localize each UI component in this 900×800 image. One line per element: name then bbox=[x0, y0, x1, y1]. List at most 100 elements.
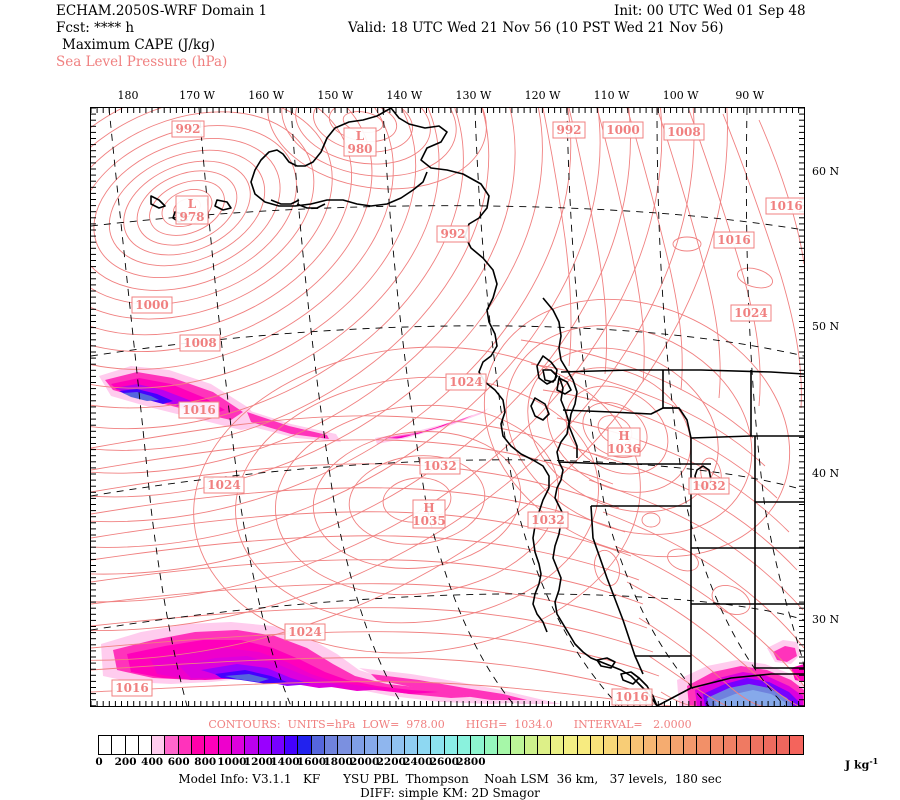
colorbar-cell bbox=[524, 736, 538, 754]
isobar-label: 1000 bbox=[602, 121, 644, 139]
colorbar-cell bbox=[750, 736, 764, 754]
field-cape-label: Maximum CAPE (J/kg) bbox=[62, 37, 216, 53]
colorbar-tick-label: 1600 bbox=[296, 756, 327, 768]
colorbar-cell bbox=[790, 736, 803, 754]
colorbar-tick-label: 2800 bbox=[456, 756, 486, 768]
colorbar-cell bbox=[657, 736, 671, 754]
colorbar-cell bbox=[644, 736, 658, 754]
colorbar-cell bbox=[138, 736, 153, 754]
colorbar-cell bbox=[630, 736, 645, 754]
svg-text:1000: 1000 bbox=[606, 123, 639, 137]
isobar-label: 1024 bbox=[203, 476, 245, 494]
isobar-label: 1016 bbox=[713, 231, 755, 249]
svg-text:L: L bbox=[188, 197, 197, 211]
forecast-hour: Fcst: **** h bbox=[56, 20, 135, 36]
colorbar-tick-label: 1000 bbox=[217, 756, 247, 768]
lon-tick-label: 140 W bbox=[386, 89, 423, 102]
isobar-label: 1008 bbox=[663, 123, 705, 141]
lat-tick-label: 50 N bbox=[812, 320, 840, 333]
colorbar-cell bbox=[152, 736, 166, 754]
coastline-layer bbox=[150, 108, 658, 706]
lon-tick-label: 150 W bbox=[317, 89, 354, 102]
colorbar-cell bbox=[604, 736, 618, 754]
colorbar-tick-label: 2000 bbox=[350, 756, 380, 768]
svg-text:1016: 1016 bbox=[717, 233, 750, 247]
svg-text:992: 992 bbox=[556, 123, 581, 137]
colorbar-cell bbox=[285, 736, 299, 754]
colorbar-cell bbox=[684, 736, 698, 754]
colorbar-tick-label: 2600 bbox=[429, 756, 459, 768]
lat-tick-label: 30 N bbox=[812, 613, 840, 626]
map-canvas: 992 1000 1008 1016 1024 1024 1016 992 1024 1032 10… bbox=[91, 108, 804, 706]
isobar-label: 1032 bbox=[527, 511, 569, 529]
isobar-label: 992 bbox=[552, 121, 586, 139]
svg-text:1032: 1032 bbox=[531, 513, 564, 527]
field-slp-label: Sea Level Pressure (hPa) bbox=[56, 54, 228, 70]
lon-tick-label: 130 W bbox=[455, 89, 492, 102]
lon-tick-label: 170 W bbox=[179, 89, 215, 102]
isobar-label: 1024 bbox=[730, 304, 772, 322]
colorbar-cell bbox=[112, 736, 126, 754]
colorbar-cell bbox=[258, 736, 272, 754]
isobar-label: 1016 bbox=[111, 679, 153, 697]
colorbar-cell bbox=[364, 736, 379, 754]
lon-tick-label: 120 W bbox=[524, 89, 561, 102]
svg-text:978: 978 bbox=[179, 210, 204, 224]
colorbar-cell bbox=[404, 736, 419, 754]
colorbar-cell bbox=[418, 736, 432, 754]
isobar-label: 992 bbox=[436, 225, 470, 243]
colorbar-cell bbox=[125, 736, 139, 754]
colorbar-cell bbox=[271, 736, 286, 754]
colorbar-cell bbox=[165, 736, 179, 754]
svg-text:1024: 1024 bbox=[449, 375, 482, 389]
map-plot-area[interactable]: 992 1000 1008 1016 1024 1024 1016 992 1024 1032 10… bbox=[90, 107, 805, 707]
colorbar-cell bbox=[245, 736, 259, 754]
state-boundary-layer bbox=[558, 369, 804, 706]
svg-text:1008: 1008 bbox=[183, 336, 216, 350]
isobar-label: 1032 bbox=[688, 477, 730, 495]
lon-tick-label: 90 W bbox=[735, 89, 765, 102]
lon-tick-label: 110 W bbox=[593, 89, 630, 102]
svg-text:L: L bbox=[356, 129, 365, 143]
colorbar-cell bbox=[192, 736, 206, 754]
colorbar-cell bbox=[590, 736, 605, 754]
lat-tick-label: 40 N bbox=[812, 467, 840, 480]
svg-text:1032: 1032 bbox=[423, 459, 456, 473]
colorbar-cell bbox=[763, 736, 778, 754]
diffusion-info-line: DIFF: simple KM: 2D Smagor bbox=[360, 786, 540, 800]
graticule-lines bbox=[91, 108, 804, 706]
colorbar-cell bbox=[697, 736, 711, 754]
colorbar-cell bbox=[338, 736, 352, 754]
colorbar-cell bbox=[178, 736, 193, 754]
model-info-line: Model Info: V3.1.1 KF YSU PBL Thompson N… bbox=[178, 772, 722, 786]
colorbar-cell bbox=[218, 736, 232, 754]
colorbar-cell bbox=[378, 736, 392, 754]
colorbar-cell bbox=[99, 736, 113, 754]
svg-text:1000: 1000 bbox=[135, 298, 168, 312]
isobar-label: 1008 bbox=[179, 334, 221, 352]
svg-text:1024: 1024 bbox=[207, 478, 240, 492]
svg-text:1024: 1024 bbox=[288, 625, 321, 639]
colorbar-tick-label: 2200 bbox=[376, 756, 406, 768]
svg-text:H: H bbox=[618, 429, 629, 443]
colorbar-cell bbox=[484, 736, 498, 754]
colorbar-cell bbox=[458, 736, 472, 754]
svg-text:992: 992 bbox=[440, 227, 465, 241]
colorbar-cell bbox=[564, 736, 578, 754]
colorbar-cell bbox=[777, 736, 791, 754]
colorbar-tick-label: 1800 bbox=[323, 756, 353, 768]
svg-text:1036: 1036 bbox=[607, 442, 640, 456]
colorbar-cell bbox=[617, 736, 631, 754]
colorbar-cell bbox=[298, 736, 312, 754]
lon-tick-label: 160 W bbox=[248, 89, 285, 102]
colorbar-tick-label: 200 bbox=[114, 756, 137, 768]
colorbar-cell bbox=[311, 736, 326, 754]
colorbar-cell bbox=[351, 736, 365, 754]
colorbar-cell bbox=[710, 736, 724, 754]
colorbar-cell bbox=[471, 736, 485, 754]
cape-colorbar[interactable] bbox=[98, 735, 804, 755]
colorbar-cell bbox=[577, 736, 591, 754]
